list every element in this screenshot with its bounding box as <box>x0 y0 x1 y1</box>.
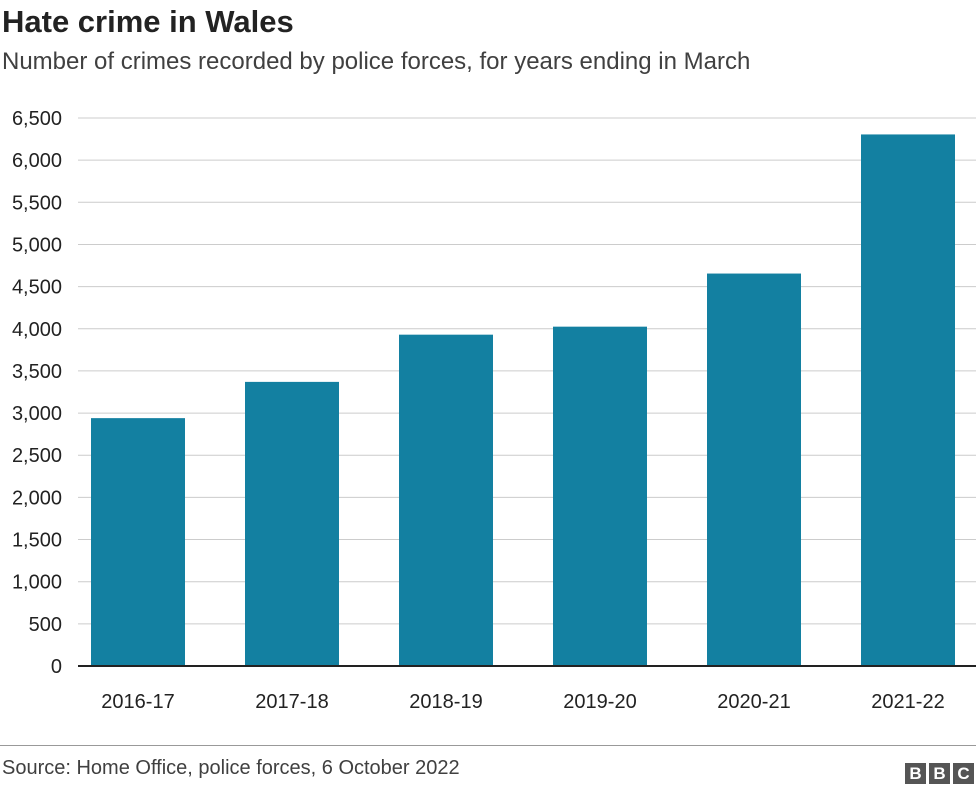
y-tick-label: 0 <box>51 656 62 678</box>
bar-2018-19 <box>399 334 493 666</box>
y-tick-label: 3,500 <box>12 361 62 383</box>
footer-divider <box>0 745 976 746</box>
x-tick-label: 2016-17 <box>101 691 174 713</box>
y-tick-label: 5,500 <box>12 192 62 214</box>
x-tick-label: 2017-18 <box>255 691 328 713</box>
bar-2021-22 <box>861 134 955 666</box>
bar-2020-21 <box>707 273 801 666</box>
bar-2017-18 <box>245 381 339 666</box>
x-tick-label: 2019-20 <box>563 691 636 713</box>
y-tick-label: 500 <box>29 614 62 636</box>
y-tick-label: 6,000 <box>12 150 62 172</box>
source-note: Source: Home Office, police forces, 6 Oc… <box>2 757 460 779</box>
bbc-logo-letter: B <box>929 763 950 784</box>
x-tick-label: 2021-22 <box>871 691 944 713</box>
y-tick-label: 1,000 <box>12 572 62 594</box>
y-tick-label: 4,000 <box>12 319 62 341</box>
y-tick-label: 4,500 <box>12 277 62 299</box>
y-tick-label: 2,500 <box>12 445 62 467</box>
y-tick-label: 6,500 <box>12 108 62 130</box>
y-tick-label: 3,000 <box>12 403 62 425</box>
x-tick-label: 2020-21 <box>717 691 790 713</box>
y-tick-label: 5,000 <box>12 234 62 256</box>
bbc-logo-letter: B <box>905 763 926 784</box>
x-tick-label: 2018-19 <box>409 691 482 713</box>
chart-title: Hate crime in Wales <box>2 4 294 39</box>
bbc-logo: B B C <box>905 763 974 784</box>
y-tick-label: 2,000 <box>12 487 62 509</box>
bar-2019-20 <box>553 326 647 666</box>
y-tick-label: 1,500 <box>12 530 62 552</box>
bbc-logo-letter: C <box>953 763 974 784</box>
bar-2016-17 <box>91 418 185 666</box>
chart-subtitle: Number of crimes recorded by police forc… <box>2 48 751 75</box>
